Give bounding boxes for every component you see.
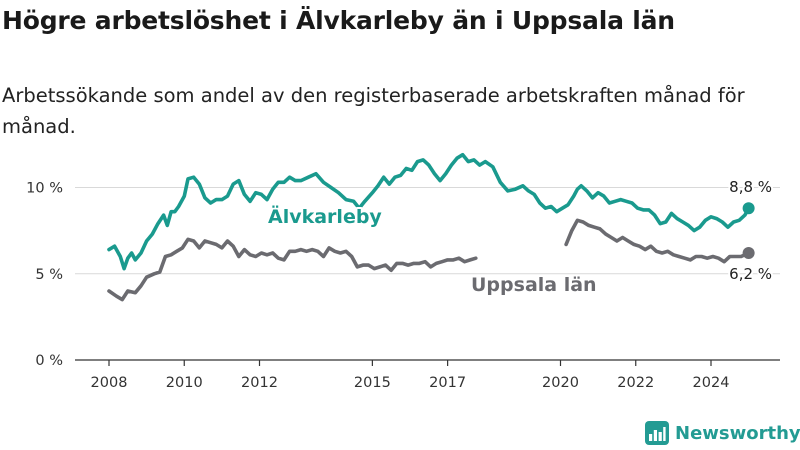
series-labels: Älvkarleby Uppsala län 8,8 % 6,2 % (266, 176, 774, 298)
newsworthy-brand: Newsworthy (645, 420, 800, 446)
series-end-point (742, 247, 755, 260)
x-tick-label: 2022 (617, 375, 654, 391)
series-line-uppsala-lan (564, 218, 751, 264)
x-tick-label: 2015 (354, 375, 391, 391)
end-value-label-uppsala-lan: 6,2 % (729, 265, 772, 283)
series-end-point (742, 202, 755, 215)
y-tick-label: 10 % (26, 181, 63, 197)
brand-name: Newsworthy (675, 422, 800, 444)
x-tick-label: 2017 (429, 375, 466, 391)
end-value-label-alvkarleby: 8,8 % (729, 178, 772, 196)
y-tick-label: 0 % (35, 353, 63, 369)
y-axis-ticks: 0 % 5 % 10 % (26, 181, 63, 370)
x-tick-label: 2010 (166, 375, 203, 391)
newsworthy-bar-chart-icon (645, 421, 669, 445)
x-tick-label: 2020 (542, 375, 579, 391)
grid-lines (75, 187, 780, 275)
line-chart: 0 %5 %10 % 2008 2010 2012 2015 2017 2020 2022 2… (26, 152, 780, 391)
x-tick-label: 2012 (241, 375, 278, 391)
page-title: Högre arbetslöshet i Älvkarleby än i Upp… (2, 6, 675, 35)
x-tick-label: 2008 (91, 375, 128, 391)
series-label-uppsala-lan: Uppsala län (471, 274, 597, 296)
series-label-alvkarleby: Älvkarleby (268, 204, 382, 228)
y-tick-label: 5 % (35, 267, 63, 283)
x-axis-ticks: 2008 2010 2012 2015 2017 2020 2022 2024 (91, 360, 730, 391)
page-subtitle: Arbetssökande som andel av den registerb… (2, 84, 745, 138)
series-line-alvkarleby (107, 152, 751, 271)
series-line-uppsala-lan (107, 237, 478, 302)
x-tick-label: 2024 (693, 375, 730, 391)
series-lines (107, 152, 755, 302)
